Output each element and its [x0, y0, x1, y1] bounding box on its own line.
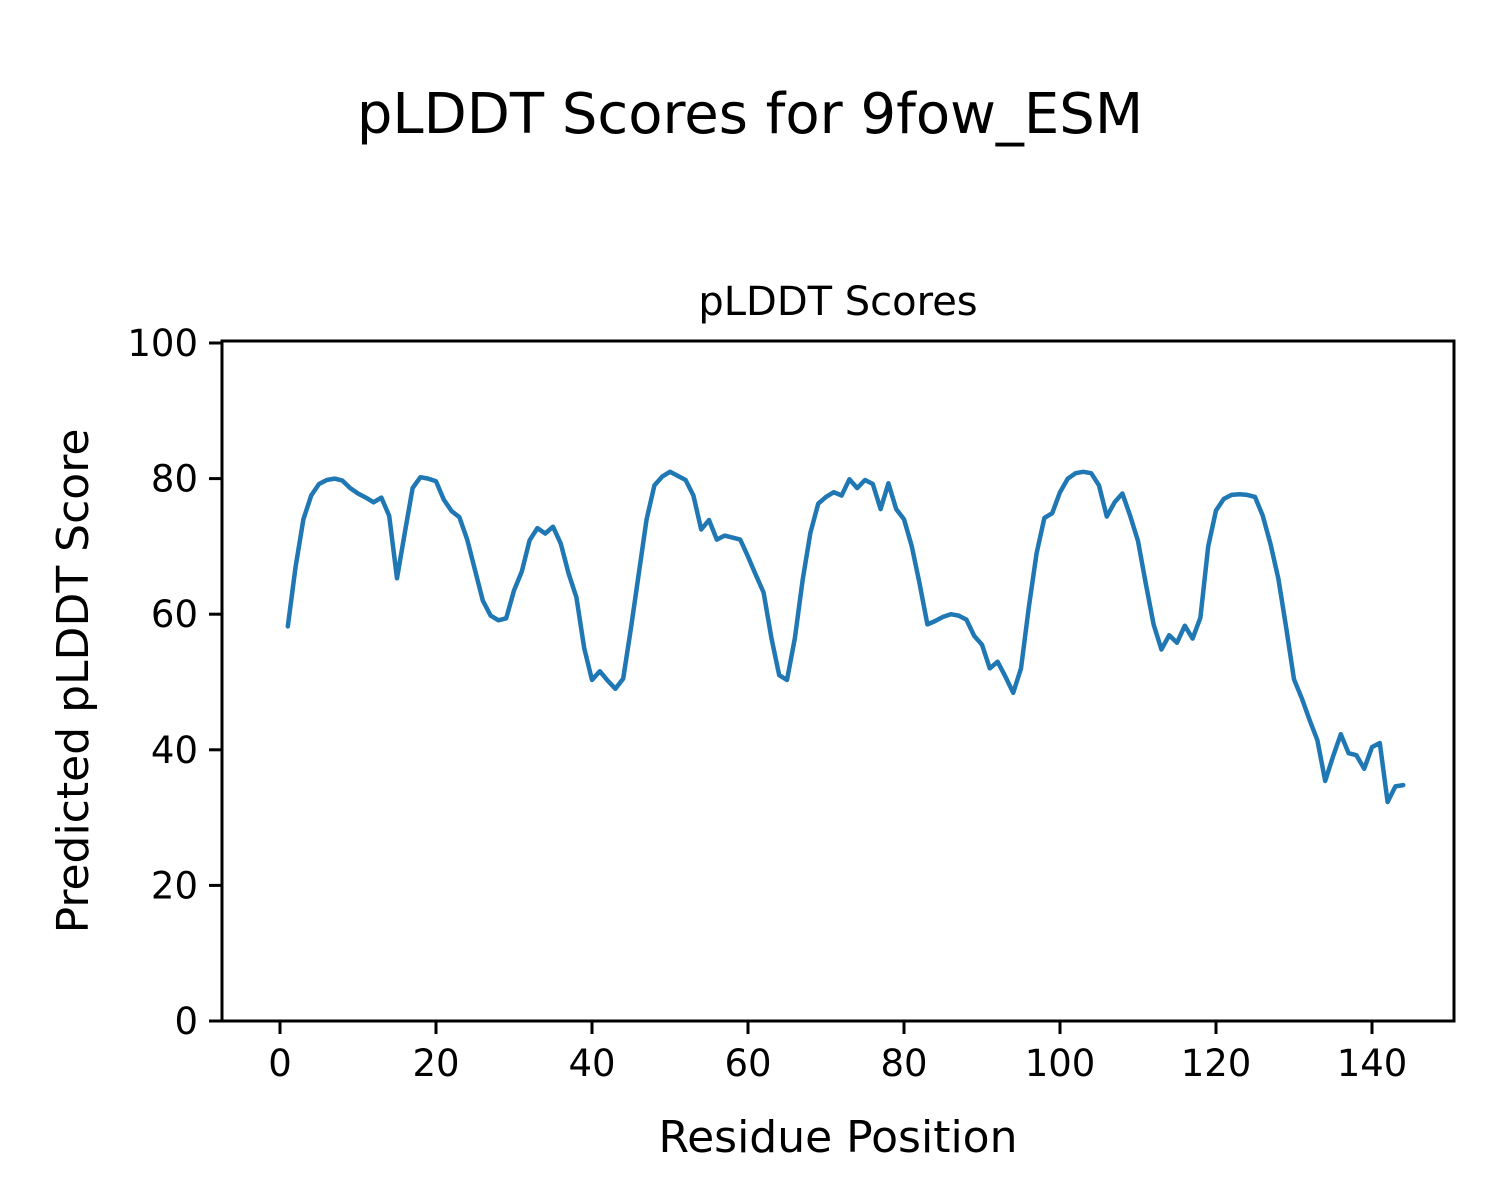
- y-tick-label: 0: [174, 1000, 198, 1043]
- x-axis-ticks: 0 20 40 60 80 100 120 140: [268, 1021, 1407, 1085]
- y-tick-label: 80: [151, 458, 198, 501]
- plddt-series-line: [285, 469, 1406, 805]
- plot-area-frame: [220, 339, 1456, 1023]
- x-tick-label: 120: [1181, 1042, 1252, 1085]
- y-tick-label: 20: [151, 864, 198, 907]
- y-axis-label: Predicted pLDDT Score: [48, 429, 99, 934]
- y-tick-label: 60: [151, 593, 198, 636]
- x-tick-label: 60: [724, 1042, 771, 1085]
- x-tick-label: 80: [880, 1042, 927, 1085]
- x-axis-label: Residue Position: [658, 1112, 1017, 1163]
- y-axis-ticks: 0 20 40 60 80 100: [127, 322, 222, 1043]
- y-tick-label: 100: [127, 322, 198, 365]
- figure-title: pLDDT Scores for 9fow_ESM: [357, 82, 1143, 147]
- x-tick-label: 100: [1025, 1042, 1096, 1085]
- x-tick-label: 40: [568, 1042, 615, 1085]
- x-tick-label: 140: [1337, 1042, 1408, 1085]
- y-tick-label: 40: [151, 729, 198, 772]
- x-tick-label: 20: [412, 1042, 459, 1085]
- x-tick-label: 0: [268, 1042, 292, 1085]
- axes-title: pLDDT Scores: [698, 279, 977, 325]
